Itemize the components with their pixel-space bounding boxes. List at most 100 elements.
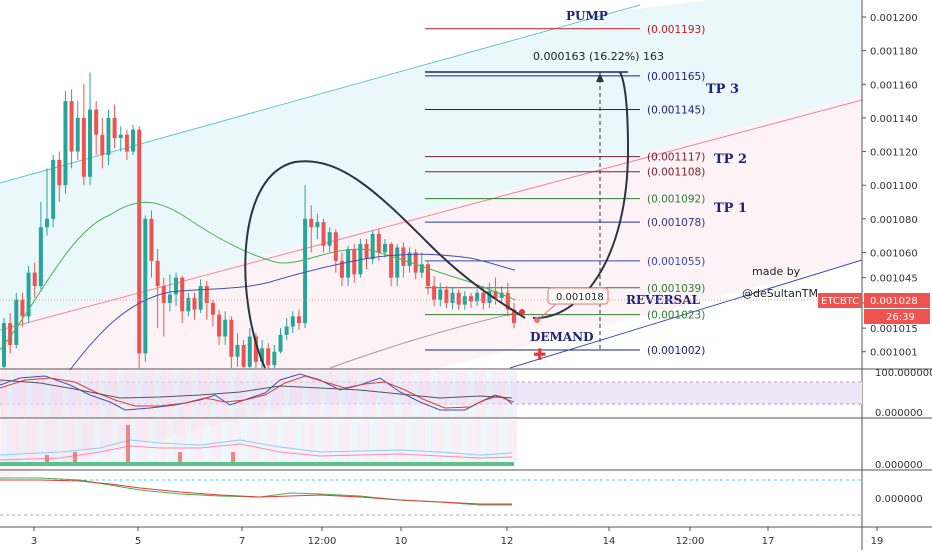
candle-body bbox=[26, 272, 31, 317]
pane2-stripe bbox=[179, 420, 186, 462]
stoch-k-line bbox=[0, 373, 513, 411]
price-tick-label: 0.001160 bbox=[870, 80, 918, 91]
green-ma-line bbox=[0, 201, 516, 351]
pane1-stripe bbox=[154, 371, 161, 418]
pane2-stripe bbox=[234, 420, 241, 462]
pane2-stripe bbox=[80, 420, 87, 462]
pane2-stripe bbox=[308, 420, 315, 462]
pane1-stripe bbox=[136, 371, 143, 418]
candle-body bbox=[462, 296, 467, 305]
pane1-stripe bbox=[461, 371, 468, 418]
pane2-stripe bbox=[283, 420, 290, 462]
pane2-stripe bbox=[160, 420, 167, 462]
rsi-line bbox=[0, 379, 513, 399]
candle-body bbox=[57, 159, 62, 186]
level-label: (0.001117) bbox=[647, 152, 705, 164]
pane1-stripe bbox=[295, 371, 303, 418]
pane1-stripe bbox=[498, 371, 505, 418]
candle-body bbox=[75, 117, 80, 152]
pane1-stripe bbox=[443, 371, 450, 418]
pane1-stripe bbox=[172, 371, 180, 418]
pane2-stripe bbox=[326, 420, 333, 462]
pane1-stripe bbox=[345, 371, 352, 418]
candle-body bbox=[481, 292, 486, 303]
pane2-stripe bbox=[99, 420, 106, 462]
pane2-stripe bbox=[375, 420, 382, 462]
pane2-stripe bbox=[43, 420, 51, 462]
pane1-stripe bbox=[320, 371, 327, 418]
pane1-stripe bbox=[363, 371, 370, 418]
levels-group: (0.001193) (0.001165) (0.001145) (0.001117)… bbox=[425, 24, 705, 357]
pane1-stripe bbox=[308, 371, 315, 418]
price-axis-bg[interactable] bbox=[862, 0, 932, 550]
pane1-stripe bbox=[492, 371, 499, 418]
measure-label: 0.000163 (16.22%) 163 bbox=[533, 50, 664, 63]
pane1-stripe bbox=[25, 371, 32, 418]
pane1-stripe bbox=[486, 371, 493, 418]
pane1-stripe bbox=[455, 371, 462, 418]
pane2-stripe bbox=[467, 420, 475, 462]
pane2-stripe bbox=[455, 420, 462, 462]
candle-body bbox=[131, 129, 136, 152]
pane1-stripe bbox=[418, 371, 425, 418]
candle-body bbox=[266, 348, 271, 366]
level-label: (0.001055) bbox=[647, 256, 705, 268]
pane1-stripe bbox=[105, 371, 112, 418]
pane2-stripe bbox=[203, 420, 210, 462]
pane2-stripe bbox=[117, 420, 124, 462]
pane2-stripe bbox=[277, 420, 284, 462]
pane1-stripe bbox=[166, 371, 173, 418]
volume-bar bbox=[178, 452, 182, 462]
candle-body bbox=[438, 289, 443, 300]
pane2-stripe bbox=[50, 420, 57, 462]
pane1-stripe bbox=[123, 371, 130, 418]
cyan-channel-fill bbox=[0, 0, 862, 325]
pane1-stripe bbox=[19, 371, 26, 418]
candle-body bbox=[450, 292, 455, 303]
pane2-stripe bbox=[154, 420, 161, 462]
pane1-stripe bbox=[480, 371, 487, 418]
time-tick-label: 12 bbox=[501, 536, 514, 547]
candle-body bbox=[112, 117, 117, 139]
candle-body bbox=[161, 286, 166, 303]
candle-body bbox=[487, 291, 492, 303]
pane2-stripe bbox=[449, 420, 456, 462]
pane1-stripe bbox=[351, 371, 358, 418]
pane2-stripe bbox=[492, 420, 499, 462]
price-ticks: 0.001200 0.001180 0.001160 0.001140 0.001120… bbox=[862, 13, 918, 359]
lower-ma-line bbox=[329, 311, 521, 369]
price-tick-label: 0.001140 bbox=[870, 114, 918, 125]
time-tick-label: 12:00 bbox=[676, 536, 705, 547]
candle-body bbox=[192, 297, 197, 310]
candle-body bbox=[444, 289, 449, 303]
pane1-stripe bbox=[246, 371, 253, 418]
price-callout-dot bbox=[534, 317, 540, 323]
pane2-stripe bbox=[412, 420, 419, 462]
pane1-stripe bbox=[381, 371, 389, 418]
price-tick-label: 0.001001 bbox=[870, 348, 918, 359]
pane1-stripe bbox=[142, 371, 149, 418]
right-loop-drawing bbox=[532, 71, 630, 320]
time-ticks: 3 5 7 12:00 10 12 14 12:00 17 19 bbox=[31, 527, 883, 547]
candle-body bbox=[143, 218, 148, 354]
pane1-stripe bbox=[0, 371, 8, 418]
pane1-stripe bbox=[7, 371, 14, 418]
pane1-stripe bbox=[56, 371, 63, 418]
tp3-label: TP 3 bbox=[706, 82, 739, 97]
current-dot bbox=[519, 309, 525, 315]
time-tick-label: 14 bbox=[603, 536, 616, 547]
level-label: (0.001023) bbox=[647, 310, 705, 322]
candle-body bbox=[278, 334, 283, 352]
pane1-stripe bbox=[289, 371, 296, 418]
candle-body bbox=[247, 336, 252, 367]
level-label: (0.001002) bbox=[647, 345, 705, 357]
measure-arrow-icon bbox=[596, 73, 604, 82]
pane2-stripe bbox=[129, 420, 137, 462]
candle-body bbox=[333, 232, 338, 261]
candle-body bbox=[38, 227, 43, 287]
pane1-stripe bbox=[234, 371, 241, 418]
pane2-baseline bbox=[0, 462, 514, 466]
pane1-stripe bbox=[111, 371, 118, 418]
